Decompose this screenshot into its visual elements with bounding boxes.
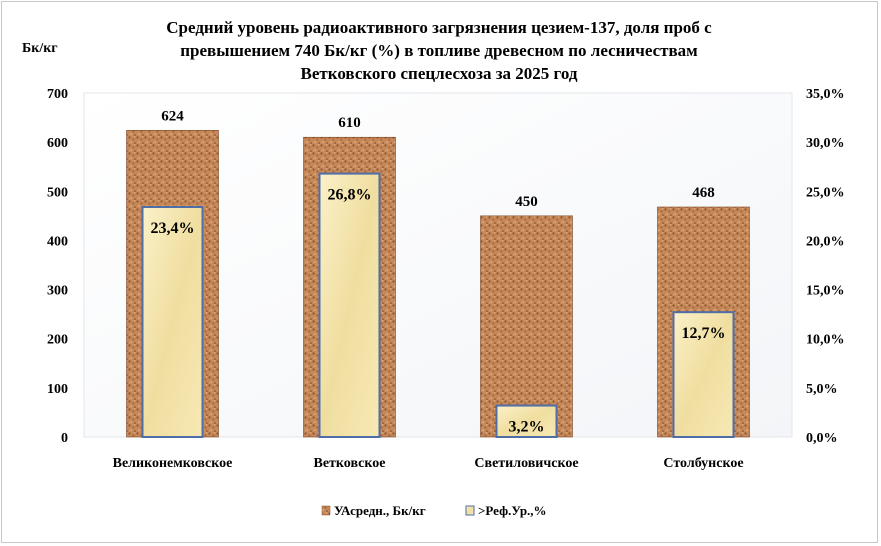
right-axis-ticks: 0,0% 5,0% 10,0% 15,0% 20,0% 25,0% 30,0% 35,0% <box>806 87 845 446</box>
right-tick-label: 10,0% <box>806 333 845 348</box>
data-label-series-1: 624 <box>161 108 184 124</box>
right-tick-label: 0,0% <box>806 431 838 446</box>
category-label: Ветковское <box>313 456 385 471</box>
legend-swatch-series-1 <box>321 505 331 516</box>
chart-title: Средний уровень радиоактивного загрязнен… <box>166 18 712 83</box>
data-label-series-1: 468 <box>692 185 715 201</box>
data-label-series-1: 450 <box>515 194 538 210</box>
category-label: Светиловичское <box>474 456 578 471</box>
left-tick-label: 500 <box>47 185 68 200</box>
left-axis-ticks: 0 100 200 300 400 500 600 700 <box>47 87 68 446</box>
legend: УАсредн., Бк/кг >Реф.Ур.,% <box>321 503 547 518</box>
data-label-series-1: 610 <box>338 115 361 131</box>
right-tick-label: 35,0% <box>806 87 845 102</box>
right-tick-label: 25,0% <box>806 185 845 200</box>
legend-label-series-2: >Реф.Ур.,% <box>478 503 547 518</box>
bar-series-2 <box>318 172 381 438</box>
chart-title-line-3: Ветковского спецлесхоза за 2025 год <box>301 64 578 83</box>
left-tick-label: 100 <box>47 382 68 397</box>
left-tick-label: 300 <box>47 284 68 299</box>
data-label-series-2: 23,4% <box>151 220 195 237</box>
category-labels: Великонемковское Ветковское Светиловичское… <box>113 456 744 471</box>
right-tick-label: 20,0% <box>806 234 845 249</box>
bar-series-2 <box>141 206 204 438</box>
right-tick-label: 30,0% <box>806 136 845 151</box>
right-tick-label: 15,0% <box>806 284 845 299</box>
bars: 624 23,4% 610 26,8% 450 3,2% 468 12,7% <box>126 108 750 439</box>
left-axis-unit-label: Бк/кг <box>22 41 58 56</box>
legend-label-series-1: УАсредн., Бк/кг <box>334 503 426 518</box>
bar-series-2 <box>495 404 558 439</box>
left-tick-label: 600 <box>47 136 68 151</box>
category-label: Столбунское <box>663 456 743 471</box>
right-tick-label: 5,0% <box>806 382 838 397</box>
data-label-series-2: 26,8% <box>328 187 372 204</box>
data-label-series-2: 3,2% <box>509 419 545 436</box>
left-tick-label: 700 <box>47 87 68 102</box>
left-tick-label: 200 <box>47 333 68 348</box>
bar-series-2 <box>672 311 735 439</box>
left-tick-label: 400 <box>47 234 68 249</box>
legend-swatch-series-2 <box>465 505 475 516</box>
left-tick-label: 0 <box>61 431 68 446</box>
chart-title-line-1: Средний уровень радиоактивного загрязнен… <box>166 18 712 37</box>
data-label-series-2: 12,7% <box>682 325 726 342</box>
category-label: Великонемковское <box>113 456 233 471</box>
bar-series-1 <box>480 215 573 438</box>
chart-title-line-2: превышением 740 Бк/кг (%) в топливе древ… <box>180 41 698 60</box>
